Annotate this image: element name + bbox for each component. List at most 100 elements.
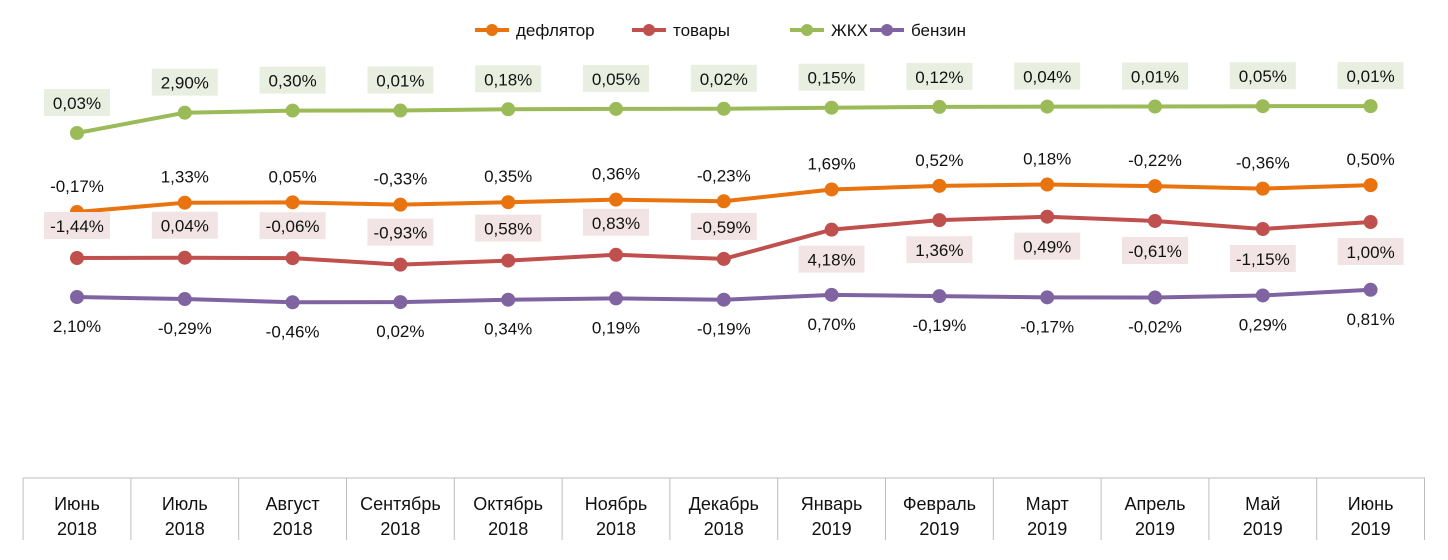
data-point: [716, 194, 731, 209]
data-label: 0,05%: [268, 167, 316, 186]
data-point: [1363, 178, 1378, 193]
data-label-box: [1014, 62, 1081, 90]
data-label-box: [798, 63, 865, 91]
data-label: -1,15%: [1236, 250, 1290, 269]
x-tick-label: Ноябрь: [585, 494, 647, 514]
legend-label: дефлятор: [516, 21, 595, 40]
data-point: [824, 222, 839, 237]
data-point: [1148, 99, 1162, 114]
data-point: [932, 178, 947, 193]
data-label-box: [1122, 236, 1188, 264]
x-tick-label: Октябрь: [473, 494, 543, 514]
data-point: [177, 292, 192, 307]
legend-item: дефлятор: [475, 21, 595, 40]
data-point: [70, 251, 84, 265]
legend-label: товары: [673, 21, 730, 40]
data-point: [824, 182, 839, 197]
x-tick-label: 2019: [1243, 519, 1283, 539]
data-label-box: [151, 68, 218, 96]
data-label: 0,49%: [1023, 238, 1071, 257]
plot-area: -0,17% 1,33% 0,05% -0,33% 0,35% 0,36% -0,23% 1,…: [44, 62, 1404, 341]
x-tick-label: Май: [1245, 494, 1280, 514]
data-point: [393, 295, 408, 310]
x-tick-label: Июль: [162, 494, 208, 514]
data-label-box: [367, 66, 434, 94]
data-label: 0,29%: [1239, 315, 1287, 334]
data-label-box: [367, 218, 434, 246]
data-label: -1,44%: [50, 217, 104, 236]
x-tick-label: 2019: [1135, 519, 1175, 539]
data-label: 0,83%: [592, 214, 640, 233]
data-label: 0,34%: [484, 320, 532, 339]
data-label: 0,52%: [915, 151, 963, 170]
x-tick-label: 2018: [596, 519, 636, 539]
data-label-box: [259, 66, 326, 94]
legend-item: бензин: [870, 21, 966, 40]
data-label-box: [44, 89, 110, 116]
series-0: -0,17% 1,33% 0,05% -0,33% 0,35% 0,36% -0,23% 1,…: [50, 150, 1395, 219]
x-tick-label: Декабрь: [689, 494, 759, 514]
data-label-box: [583, 64, 649, 92]
data-label: 0,50%: [1346, 150, 1394, 169]
x-tick-label: 2018: [488, 519, 528, 539]
x-tick-label: 2019: [919, 519, 959, 539]
data-point: [1040, 99, 1055, 114]
data-point: [285, 195, 300, 210]
data-label: 0,35%: [484, 167, 532, 186]
data-label: 1,00%: [1346, 243, 1394, 262]
x-tick-label: Март: [1026, 494, 1069, 514]
data-label: -0,02%: [1128, 317, 1182, 336]
data-label: 0,02%: [376, 322, 424, 341]
data-point: [716, 251, 731, 266]
data-point: [70, 290, 84, 304]
x-tick-label: 2018: [380, 519, 420, 539]
data-point: [932, 213, 947, 228]
data-point: [1148, 179, 1162, 194]
data-point: [393, 103, 408, 118]
data-point: [501, 102, 516, 117]
data-point: [177, 250, 192, 265]
data-label: 2,10%: [53, 317, 101, 336]
data-label: 0,70%: [807, 315, 855, 334]
data-point: [177, 195, 192, 210]
data-label-box: [1229, 62, 1296, 90]
data-label: 0,04%: [161, 217, 209, 236]
data-label: 0,05%: [1239, 67, 1287, 86]
data-label: 0,01%: [376, 72, 424, 91]
data-label-box: [44, 212, 110, 239]
data-label: 4,18%: [807, 251, 855, 270]
data-label: 0,01%: [1346, 67, 1394, 86]
data-point: [932, 99, 947, 114]
data-label: 1,36%: [915, 241, 963, 260]
data-label-box: [475, 214, 542, 242]
data-point: [501, 195, 516, 210]
data-label-box: [690, 64, 757, 92]
legend: дефлятор товары ЖКХ бензин: [475, 21, 966, 40]
data-point: [824, 100, 839, 115]
data-point: [1040, 209, 1055, 224]
data-label: 0,12%: [915, 68, 963, 87]
data-label-box: [906, 236, 973, 264]
data-label: -0,17%: [1020, 317, 1074, 336]
data-label: -0,06%: [266, 217, 320, 236]
data-point: [1148, 290, 1162, 305]
data-label-box: [1229, 245, 1296, 273]
data-point: [501, 292, 516, 307]
data-label: 2,90%: [161, 74, 209, 93]
data-point: [716, 101, 731, 116]
data-label: 0,05%: [592, 70, 640, 89]
data-label: 0,15%: [807, 69, 855, 88]
series-1: -1,44% 0,04% -0,06% -0,93% 0,58% 0,83% -0,59% 4…: [44, 208, 1404, 273]
x-tick-label: 2019: [812, 519, 852, 539]
data-point: [1363, 282, 1378, 297]
data-label-box: [798, 245, 865, 273]
x-tick-label: Февраль: [903, 494, 976, 514]
data-label: 0,01%: [1131, 68, 1179, 87]
data-label: 1,69%: [807, 154, 855, 173]
data-point: [716, 292, 731, 307]
data-label: 0,81%: [1346, 310, 1394, 329]
data-label: -0,19%: [912, 316, 966, 335]
data-label: -0,29%: [158, 319, 212, 338]
data-point: [285, 295, 300, 310]
legend-item: ЖКХ: [790, 21, 868, 40]
